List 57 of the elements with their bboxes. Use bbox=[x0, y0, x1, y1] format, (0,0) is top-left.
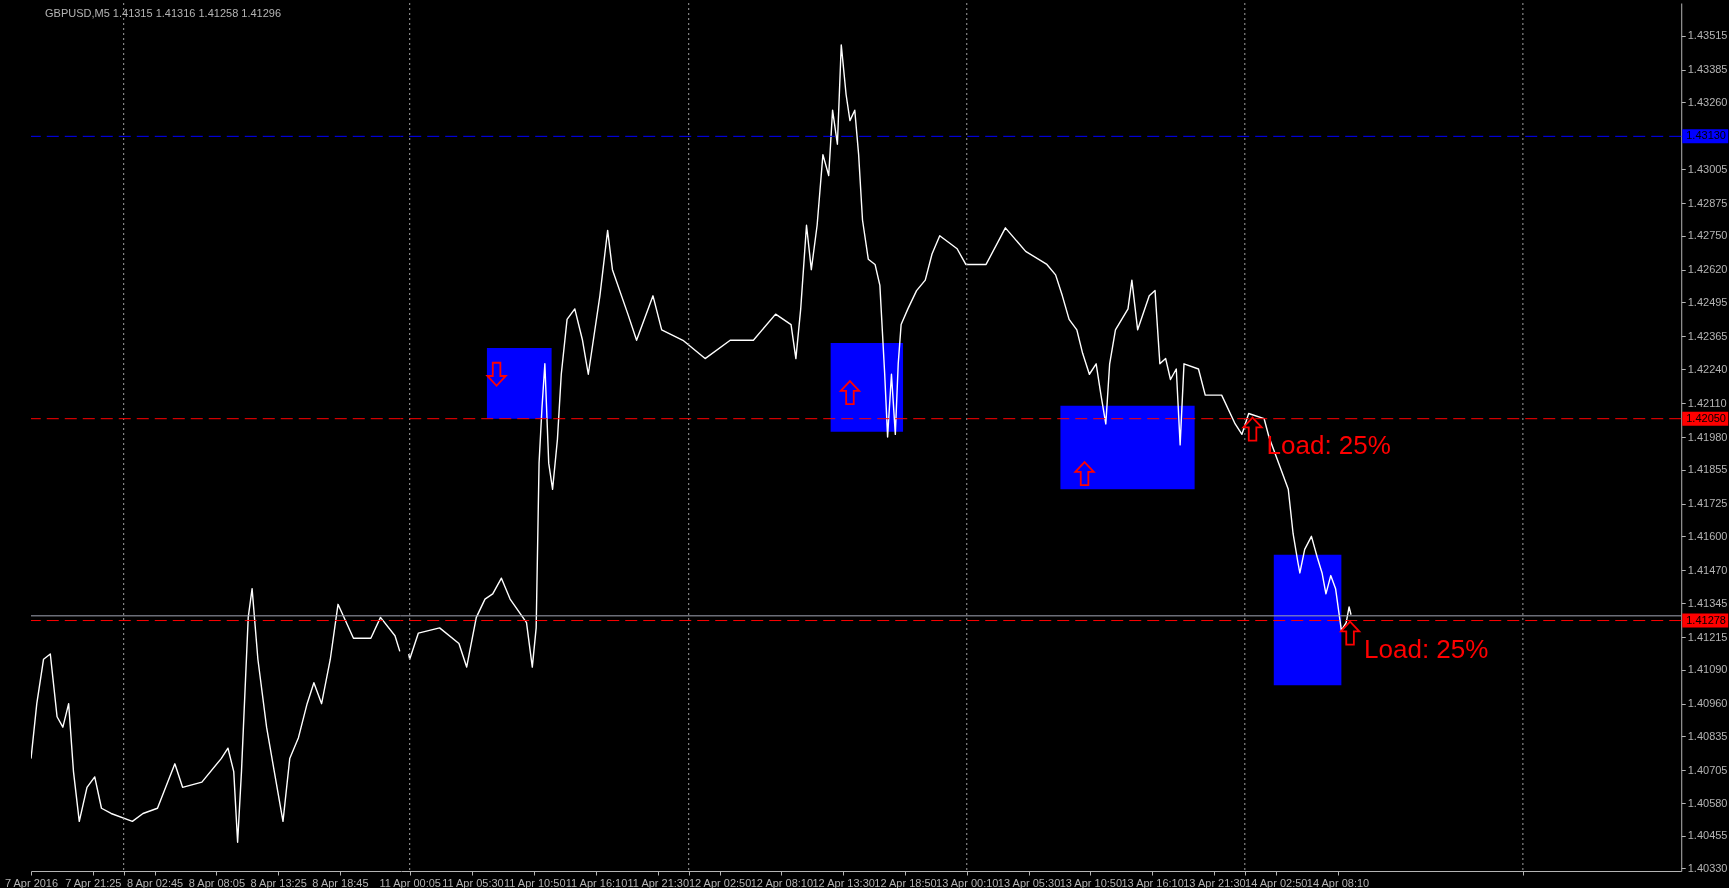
y-tick-label: 1.40330 bbox=[1687, 861, 1728, 874]
y-tick-label: 1.42110 bbox=[1687, 396, 1727, 409]
ref-line-label: 1.42050 bbox=[1686, 411, 1726, 424]
x-tick-label: 13 Apr 10:50 bbox=[1059, 876, 1123, 889]
x-tick-label: 11 Apr 10:50 bbox=[503, 876, 566, 889]
y-tick-label: 1.40455 bbox=[1687, 829, 1728, 842]
x-tick-label: 11 Apr 16:10 bbox=[565, 876, 628, 889]
point bbox=[839, 380, 861, 405]
x-tick-label: 11 Apr 00:05 bbox=[379, 876, 441, 889]
x-tick-label: 12 Apr 18:50 bbox=[874, 876, 937, 889]
annotation: Load: 25% bbox=[1364, 634, 1489, 665]
x-tick-label: 8 Apr 18:45 bbox=[312, 876, 369, 889]
y-tick-label: 1.42620 bbox=[1687, 263, 1728, 276]
y-tick-label: 1.40580 bbox=[1687, 796, 1728, 809]
x-tick-label: 12 Apr 08:10 bbox=[750, 876, 814, 889]
point bbox=[1074, 461, 1095, 486]
y-tick-label: 1.42365 bbox=[1687, 329, 1728, 342]
x-tick-label: 8 Apr 13:25 bbox=[250, 876, 307, 889]
y-tick-label: 1.40960 bbox=[1687, 697, 1728, 710]
y-tick-label: 1.41215 bbox=[1687, 630, 1728, 643]
x-tick-label: 7 Apr 2016 bbox=[4, 876, 59, 889]
x-tick-label: 12 Apr 02:50 bbox=[688, 876, 752, 889]
x-tick-label: 13 Apr 00:10 bbox=[936, 876, 999, 889]
x-tick-label: 13 Apr 16:10 bbox=[1121, 876, 1184, 889]
y-tick-label: 1.41345 bbox=[1687, 596, 1728, 609]
y-tick-label: 1.42495 bbox=[1687, 295, 1728, 308]
y-tick-label: 1.43260 bbox=[1687, 95, 1728, 108]
point bbox=[1339, 620, 1361, 646]
y-tick-label: 1.42875 bbox=[1687, 196, 1728, 209]
x-tick-label: 14 Apr 08:10 bbox=[1306, 876, 1370, 889]
x-tick-label: 8 Apr 02:45 bbox=[126, 876, 184, 889]
point bbox=[486, 361, 507, 387]
x-tick-label: 8 Apr 08:05 bbox=[188, 876, 246, 889]
y-tick-label: 1.41725 bbox=[1687, 497, 1728, 510]
y-tick-label: 1.41980 bbox=[1687, 430, 1728, 443]
y-tick-label: 1.41470 bbox=[1687, 563, 1728, 576]
y-tick-label: 1.43005 bbox=[1687, 162, 1728, 175]
x-tick-label: 11 Apr 21:30 bbox=[627, 876, 690, 889]
y-tick-label: 1.40705 bbox=[1687, 763, 1728, 776]
y-tick-label: 1.43515 bbox=[1687, 29, 1728, 42]
y-tick-label: 1.42750 bbox=[1687, 229, 1728, 242]
x-tick-label: 7 Apr 21:25 bbox=[65, 876, 122, 889]
y-tick-label: 1.41600 bbox=[1687, 529, 1728, 542]
y-tick-label: 1.41855 bbox=[1687, 463, 1728, 476]
y-tick-label: 1.41090 bbox=[1687, 663, 1728, 676]
ref-line-label: 1.41278 bbox=[1686, 613, 1726, 626]
y-tick-label: 1.43385 bbox=[1687, 63, 1728, 76]
y-tick-label: 1.42240 bbox=[1687, 362, 1728, 375]
x-tick-label: 14 Apr 02:50 bbox=[1245, 876, 1308, 889]
x-tick-label: 13 Apr 05:30 bbox=[997, 876, 1061, 889]
x-tick-label: 13 Apr 21:30 bbox=[1183, 876, 1246, 889]
x-tick-label: 12 Apr 13:30 bbox=[812, 876, 875, 889]
y-tick-label: 1.40835 bbox=[1687, 729, 1728, 742]
x-tick-label: 11 Apr 05:30 bbox=[442, 876, 504, 889]
chart-title: GBPUSD,M5 1.41315 1.41316 1.41258 1.41296 bbox=[45, 7, 282, 19]
ref-line-label: 1.43130 bbox=[1686, 129, 1726, 142]
point bbox=[1242, 416, 1263, 442]
